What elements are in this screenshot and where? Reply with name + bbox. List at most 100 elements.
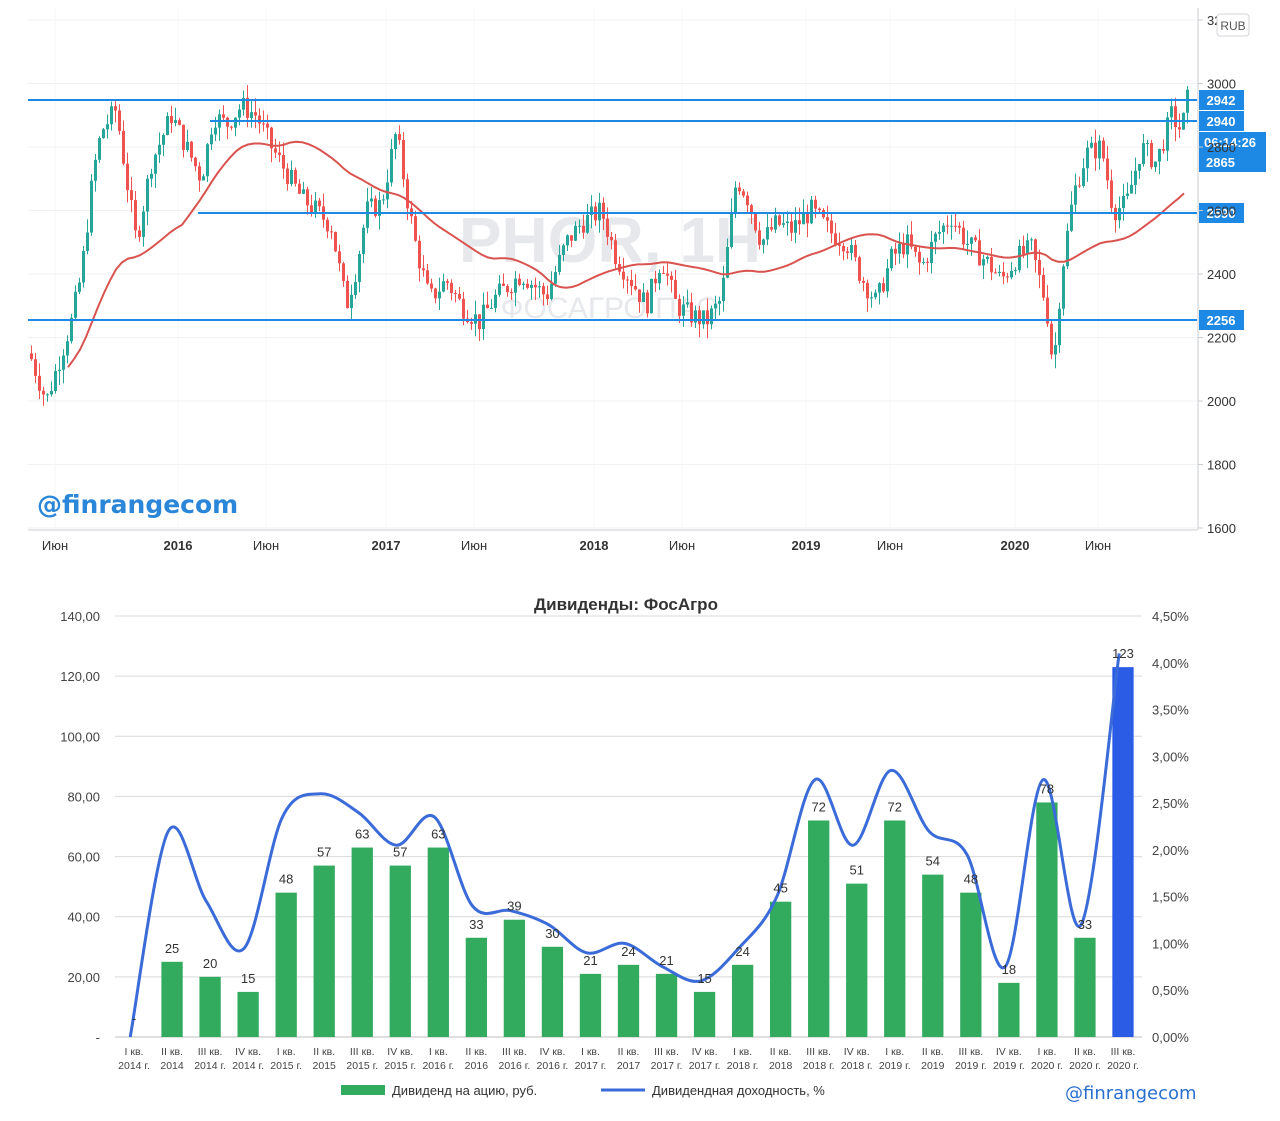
candle-body [806,213,809,224]
candle-body [946,225,949,227]
candle-body [1066,230,1069,267]
dividend-bar [731,964,754,1037]
candle-body [1166,117,1169,151]
legend-label-yield: Дивидендная доходность, % [652,1083,825,1098]
candle-body [438,291,441,299]
candle-body [234,117,237,128]
candle-body [434,288,437,299]
candle-body [1042,275,1045,298]
candle-body [238,109,241,118]
candle-body [810,199,813,224]
category-label-line1: III кв. [350,1046,375,1058]
candle-body [814,199,817,209]
dividend-bar [389,865,411,1037]
category-label-line2: 2016 [465,1060,489,1072]
price-chart: PHOR, 1H ФОСАГРО ПАО 294229402590225606:… [28,8,1266,553]
ma-line [67,140,1185,368]
candle-body [662,272,665,274]
left-tick-label: 20,00 [67,970,100,985]
candle-body [1070,204,1073,231]
category-label-line2: 2016 г. [422,1060,454,1072]
candle-body [894,248,897,254]
category-label-line1: II кв. [161,1046,183,1058]
dividend-bar [199,976,221,1037]
time-tick-label: Июн [669,538,695,553]
candle-body [178,120,181,125]
candle-body [610,236,613,241]
quarter-axis: I кв. 2014 г. II кв. 2014 III кв. 2014 г. IV к… [118,1046,1139,1072]
candles [30,85,1189,406]
candle-body [182,124,185,150]
category-label-line2: 2019 [921,1060,945,1072]
candle-body [1174,106,1177,128]
candle-body [266,123,269,128]
right-tick-label: 3,50% [1152,703,1189,718]
candle-body [722,277,725,301]
candle-body [46,394,49,396]
candle-body [702,310,705,325]
category-label-line1: III кв. [1111,1046,1136,1058]
candle-body [294,169,297,184]
dividend-data-label: 15 [241,971,255,986]
dividend-data-label: 48 [964,872,978,887]
legend-swatch-dividend [341,1085,385,1095]
candle-body [934,233,937,242]
candle-body [158,144,161,155]
candle-body [1178,127,1181,130]
candle-body [562,245,565,255]
candle-body [566,235,569,246]
candle-body [586,214,589,233]
dividend-chart-title: Дивиденды: ФосАгро [534,595,718,614]
dividend-bar [998,982,1020,1037]
candle-body [802,213,805,225]
current-price-badge [1199,132,1266,172]
candle-body [730,212,733,247]
candle-body [838,244,841,246]
candle-body [210,134,213,145]
candle-body [262,123,265,125]
candle-body [518,278,521,285]
category-label-line1: II кв. [313,1046,335,1058]
left-tick-label: 40,00 [67,910,100,925]
dividend-data-label: 48 [279,872,293,887]
category-label-line1: I кв. [1037,1046,1056,1058]
candle-body [874,292,877,298]
candle-body [1122,195,1125,209]
candle-body [1030,239,1033,241]
category-label-line2: 2017 г. [651,1060,683,1072]
candle-body [1150,143,1153,168]
candle-body [846,251,849,254]
dividend-data-label: 25 [165,941,179,956]
candle-body [254,112,257,116]
dividend-bar [161,961,183,1037]
category-label-line2: 2015 г. [384,1060,416,1072]
category-label-line1: II кв. [922,1046,944,1058]
candle-body [750,205,753,215]
category-label-line2: 2014 г. [118,1060,150,1072]
candle-body [230,126,233,128]
candle-body [442,281,445,292]
candle-body [198,166,201,181]
candle-body [914,246,917,252]
candle-body [362,227,365,254]
category-label-line1: IV кв. [539,1046,565,1058]
candle-body [190,141,193,158]
time-tick-label: Июн [42,538,68,553]
brand-bottom: @finrangecom [1065,1083,1197,1104]
candle-body [650,278,653,314]
right-tick-label: 4,50% [1152,609,1189,624]
dividend-data-label: 51 [849,863,863,878]
time-tick-label: Июн [253,538,279,553]
dividend-data-label: 20 [203,956,217,971]
candle-body [422,268,425,271]
dividend-data-label: 21 [659,953,673,968]
candle-body [878,283,881,293]
candle-body [506,285,509,293]
time-tick-label: 2018 [580,538,609,553]
category-label-line1: I кв. [885,1046,904,1058]
candle-body [1082,168,1085,187]
candle-body [118,110,121,131]
candle-body [382,199,385,201]
candle-body [986,256,989,260]
category-label-line2: 2017 г. [689,1060,721,1072]
